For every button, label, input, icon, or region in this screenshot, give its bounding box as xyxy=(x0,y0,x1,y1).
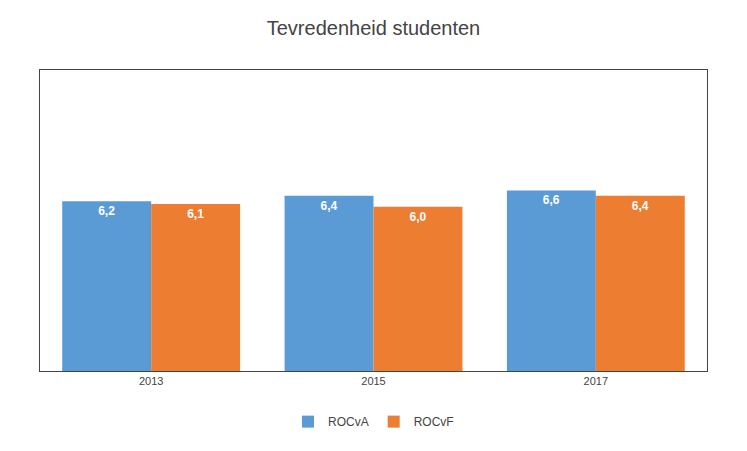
svg-text:ROCvF: ROCvF xyxy=(414,415,454,429)
svg-text:6,6: 6,6 xyxy=(543,193,560,207)
svg-text:ROCvA: ROCvA xyxy=(328,415,369,429)
svg-text:2017: 2017 xyxy=(584,375,608,387)
svg-text:6,1: 6,1 xyxy=(187,207,204,221)
svg-text:2013: 2013 xyxy=(139,375,163,387)
svg-text:6,2: 6,2 xyxy=(98,204,115,218)
svg-text:6,4: 6,4 xyxy=(321,199,338,213)
svg-text:2015: 2015 xyxy=(361,375,385,387)
svg-text:6,4: 6,4 xyxy=(632,199,649,213)
svg-text:Tevredenheid studenten: Tevredenheid studenten xyxy=(267,17,481,39)
svg-text:6,0: 6,0 xyxy=(409,210,426,224)
